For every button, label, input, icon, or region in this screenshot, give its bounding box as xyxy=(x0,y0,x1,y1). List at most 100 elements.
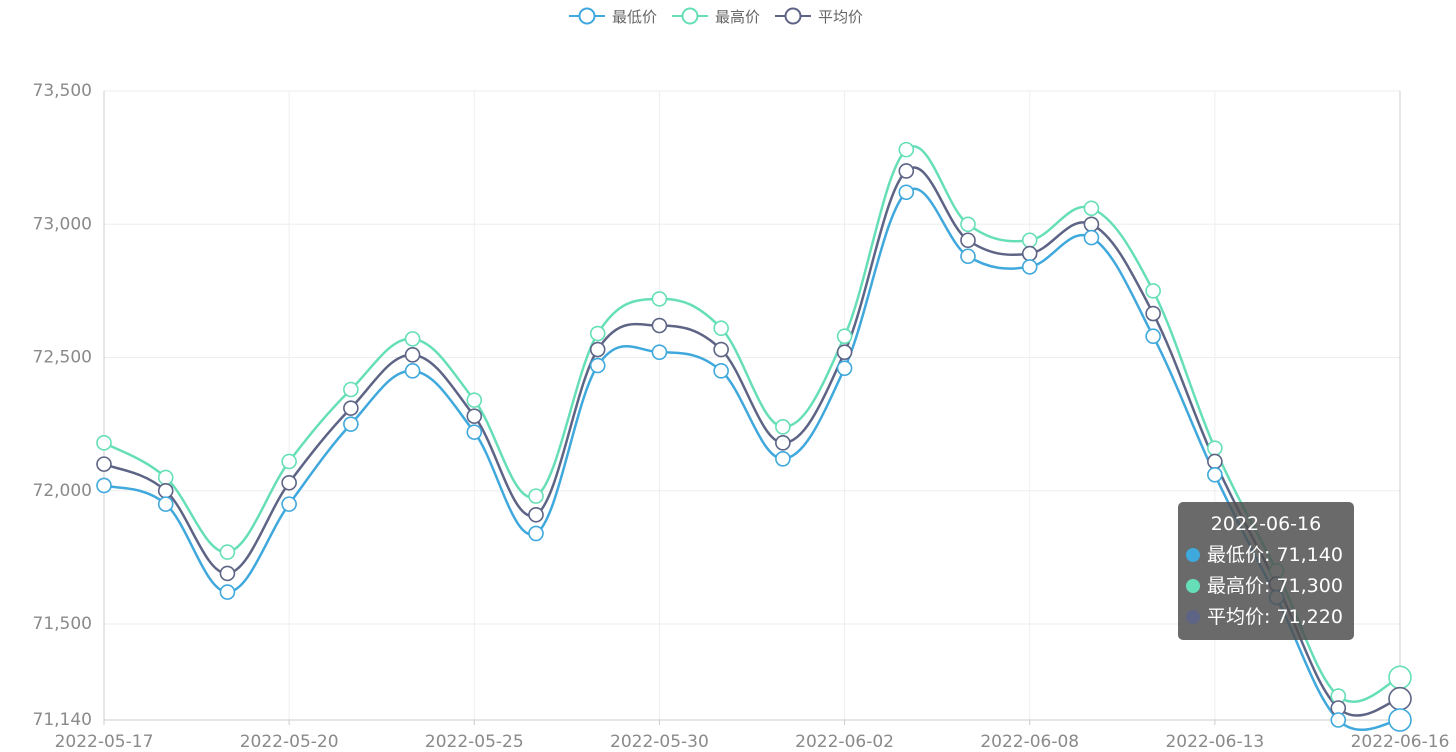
tooltip-label-avg: 平均价: 71,220 xyxy=(1207,606,1343,628)
data-point-0 xyxy=(960,248,976,265)
series-line-2 xyxy=(103,166,1401,717)
y-tick-label: 73,000 xyxy=(33,214,92,234)
data-point-2 xyxy=(713,341,729,358)
tooltip-label-low: 最低价: 71,140 xyxy=(1207,544,1343,566)
tooltip-label-high: 最高价: 71,300 xyxy=(1207,575,1343,597)
data-point-2 xyxy=(775,435,791,451)
data-point-0 xyxy=(1021,259,1038,275)
data-point-2 xyxy=(157,482,174,499)
series-lines xyxy=(103,145,1401,732)
y-tick-label: 72,000 xyxy=(33,481,92,501)
x-tick-label: 2022-06-08 xyxy=(980,732,1079,752)
data-point-1 xyxy=(1207,440,1223,456)
data-point-2 xyxy=(96,456,112,472)
data-point-2 xyxy=(404,347,421,363)
data-point-1 xyxy=(1145,283,1161,299)
data-point-1 xyxy=(836,328,853,345)
data-point-2 xyxy=(651,317,668,334)
data-point-1 xyxy=(775,419,791,435)
data-point-2 xyxy=(1145,305,1161,322)
y-tick-label: 73,500 xyxy=(33,81,92,101)
x-tick-label: 2022-05-20 xyxy=(240,732,339,752)
data-point-0 xyxy=(157,496,174,512)
y-tick-label: 71,500 xyxy=(33,614,92,634)
data-point-1 xyxy=(528,488,544,504)
legend-swatch-avg xyxy=(775,7,812,25)
x-tick-label: 2022-05-30 xyxy=(610,732,709,752)
legend-item-avg[interactable]: 平均价 xyxy=(774,6,863,27)
data-point-0 xyxy=(589,357,606,374)
tooltip-row-low: 最低价: 71,140 xyxy=(1186,543,1346,567)
tooltip-dot-low xyxy=(1186,548,1200,562)
data-point-2 xyxy=(466,408,483,424)
data-point-0 xyxy=(343,416,359,432)
data-point-2 xyxy=(219,565,236,582)
data-point-0 xyxy=(775,451,791,467)
x-tick-label: 2022-06-13 xyxy=(1165,732,1264,752)
data-point-1 xyxy=(960,216,976,233)
data-point-1 xyxy=(157,469,174,486)
data-point-1 xyxy=(96,435,112,451)
legend-label-low: 最低价 xyxy=(612,7,658,26)
x-tick-label: 2022-06-02 xyxy=(795,732,894,752)
data-point-0 xyxy=(836,360,853,376)
data-point-2 xyxy=(1388,686,1412,711)
data-point-0 xyxy=(1388,708,1412,732)
y-tick-label: 71,140 xyxy=(33,710,92,730)
data-point-2 xyxy=(898,163,915,179)
data-point-0 xyxy=(651,344,668,360)
axes: 71,140 71,500 72,000 72,500 73,000 73,500 2022… xyxy=(33,81,1450,752)
data-point-1 xyxy=(219,544,236,560)
chart-tooltip: 2022-06-16 最低价: 71,140 最高价: 71,300 平均价: … xyxy=(1178,502,1354,640)
legend-swatch-high xyxy=(672,7,709,25)
data-point-1 xyxy=(1388,665,1412,690)
data-point-0 xyxy=(1330,712,1347,728)
data-point-1 xyxy=(343,381,359,398)
data-point-1 xyxy=(589,325,606,342)
data-point-2 xyxy=(528,506,544,523)
x-tick-label: 2022-05-17 xyxy=(55,732,154,752)
x-tick-label: 2022-05-25 xyxy=(425,732,524,752)
data-point-2 xyxy=(343,400,359,416)
data-point-0 xyxy=(281,496,297,512)
data-point-2 xyxy=(1207,453,1223,470)
legend-item-high[interactable]: 最高价 xyxy=(671,6,760,27)
data-point-2 xyxy=(1021,245,1038,262)
y-tick-label: 72,500 xyxy=(33,348,92,368)
x-tick-label: 2022-06-16 xyxy=(1351,732,1450,752)
data-point-2 xyxy=(281,474,297,491)
data-point-1 xyxy=(713,320,729,337)
data-point-2 xyxy=(960,232,976,249)
data-point-2 xyxy=(836,344,853,360)
data-point-0 xyxy=(219,584,236,600)
data-point-0 xyxy=(96,477,112,494)
data-point-0 xyxy=(1207,466,1223,483)
data-point-0 xyxy=(404,363,421,379)
data-point-0 xyxy=(713,363,729,379)
data-point-2 xyxy=(589,341,606,358)
series-line-0 xyxy=(103,187,1401,732)
legend-swatch-low xyxy=(569,7,605,25)
data-point-1 xyxy=(466,392,483,408)
data-point-0 xyxy=(466,424,483,440)
data-point-1 xyxy=(404,331,421,347)
data-point-0 xyxy=(528,525,544,542)
tooltip-dot-high xyxy=(1186,579,1200,593)
legend-label-avg: 平均价 xyxy=(818,7,864,26)
legend-item-low[interactable]: 最低价 xyxy=(568,6,657,27)
tooltip-dot-avg xyxy=(1186,610,1200,624)
series-points xyxy=(96,141,1412,732)
tooltip-title: 2022-06-16 xyxy=(1210,513,1322,535)
data-point-1 xyxy=(651,291,668,307)
chart-legend: 最低价 最高价 平均价 xyxy=(568,4,863,28)
data-point-1 xyxy=(898,141,915,158)
data-point-2 xyxy=(1083,216,1100,233)
legend-label-high: 最高价 xyxy=(715,7,761,26)
tooltip-row-high: 最高价: 71,300 xyxy=(1186,574,1346,598)
data-point-0 xyxy=(898,184,915,201)
data-point-1 xyxy=(281,453,297,470)
tooltip-row-avg: 平均价: 71,220 xyxy=(1186,605,1346,629)
data-point-1 xyxy=(1083,200,1100,217)
data-point-1 xyxy=(1021,232,1038,249)
